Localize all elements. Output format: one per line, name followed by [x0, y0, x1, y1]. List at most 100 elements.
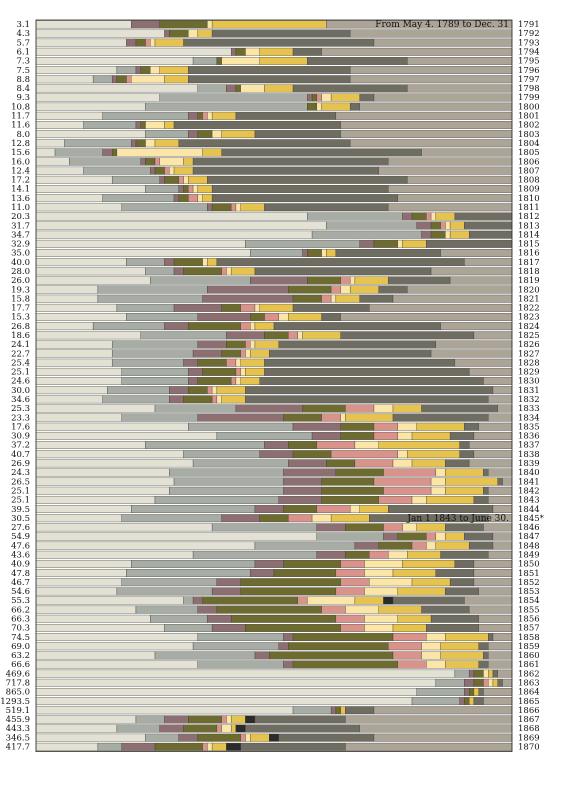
- bar-segment: [35, 294, 99, 303]
- bar-segment: [35, 468, 170, 477]
- row-year-label: 1864: [518, 688, 540, 698]
- bar-segment: [35, 130, 146, 139]
- bar-segment: [388, 550, 408, 559]
- bar-segment: [240, 733, 246, 742]
- bar-segment: [197, 605, 218, 614]
- bar-segment: [449, 276, 513, 285]
- bar-segment: [430, 267, 513, 276]
- bar-segment: [35, 605, 137, 614]
- bar-segment: [102, 111, 189, 120]
- bar-segment: [240, 203, 265, 212]
- bar-segment: [154, 742, 203, 751]
- bar-segment: [335, 111, 513, 120]
- bar-segment: [264, 203, 389, 212]
- row-value-label: 25.3: [11, 404, 30, 414]
- bar-segment: [449, 221, 465, 230]
- bar-segment: [211, 29, 351, 38]
- bar-segment: [383, 596, 394, 605]
- bar-segment: [307, 212, 403, 221]
- bar-segment: [35, 148, 56, 157]
- bar-segment: [421, 230, 432, 239]
- bar-segment: [264, 331, 289, 340]
- bar-segment: [378, 541, 413, 550]
- bar-segment: [468, 605, 513, 614]
- row-value-label: 8.8: [16, 75, 30, 85]
- bar-segment: [145, 733, 179, 742]
- bar-segment: [435, 340, 513, 349]
- bar-segment: [116, 587, 213, 596]
- bar-segment: [488, 550, 513, 559]
- bar-segment: [254, 559, 284, 568]
- bar-segment: [373, 38, 513, 47]
- bar-segment: [497, 669, 513, 678]
- bar-segment: [235, 47, 246, 56]
- bar-segment: [373, 477, 432, 486]
- bar-segment: [250, 733, 270, 742]
- bar-segment: [359, 724, 513, 733]
- bar-segment: [464, 221, 513, 230]
- bar-segment: [269, 349, 432, 358]
- row-value-label: 35.0: [11, 249, 30, 259]
- bar-segment: [378, 166, 513, 175]
- bar-segment: [354, 459, 394, 468]
- bar-segment: [345, 715, 513, 724]
- bar-segment: [164, 29, 170, 38]
- bar-segment: [464, 596, 513, 605]
- bar-segment: [316, 505, 351, 514]
- bar-segment: [35, 678, 437, 687]
- bar-segment: [197, 313, 251, 321]
- bar-segment: [340, 413, 346, 422]
- bar-segment: [345, 523, 384, 532]
- row-value-label: 47.6: [11, 541, 30, 551]
- row-value-label: 8.0: [16, 130, 30, 140]
- bar-segment: [35, 514, 122, 523]
- bar-segment: [388, 157, 513, 166]
- bar-segment: [340, 331, 475, 340]
- bar-segment: [335, 706, 341, 715]
- bar-segment: [468, 441, 513, 449]
- row-year-label: 1798: [518, 84, 540, 94]
- bar-segment: [202, 294, 294, 303]
- bar-segment: [35, 742, 99, 751]
- bar-segment: [288, 441, 318, 449]
- bar-segment: [35, 569, 127, 578]
- bar-segment: [440, 322, 513, 331]
- bar-segment: [35, 57, 194, 65]
- row-year-label: 1838: [518, 450, 540, 460]
- bar-segment: [411, 541, 427, 550]
- bar-segment: [197, 660, 284, 669]
- bar-segment: [35, 157, 70, 166]
- bar-segment: [202, 148, 222, 157]
- bar-segment: [164, 715, 189, 724]
- row-year-label: 1808: [518, 176, 540, 186]
- bar-segment: [459, 450, 475, 459]
- bar-segment: [445, 660, 479, 669]
- bar-segment: [107, 386, 170, 395]
- bar-segment: [259, 514, 289, 523]
- bar-segment: [426, 495, 475, 504]
- bar-segment: [378, 495, 413, 504]
- bar-segment: [245, 386, 494, 395]
- bar-segment: [402, 523, 417, 532]
- bar-segment: [121, 367, 189, 376]
- bar-segment: [340, 285, 351, 294]
- row-value-label: 31.7: [11, 221, 30, 231]
- bar-segment: [35, 313, 127, 321]
- row-year-label: 1868: [518, 724, 540, 734]
- bar-segment: [459, 441, 470, 449]
- bar-segment: [388, 642, 422, 651]
- bar-segment: [316, 93, 322, 102]
- bar-segment: [478, 688, 484, 696]
- row-year-label: 1834: [518, 413, 540, 423]
- bar-segment: [154, 38, 184, 47]
- bar-segment: [235, 203, 241, 212]
- bar-segment: [240, 367, 246, 376]
- bar-segment: [188, 367, 203, 376]
- row-year-label: 1810: [518, 194, 540, 204]
- row-value-label: 26.0: [11, 276, 30, 286]
- bar-segment: [221, 514, 260, 523]
- bar-segment: [35, 20, 132, 29]
- row-value-label: 17.6: [11, 422, 30, 432]
- bar-segment: [35, 358, 113, 367]
- bar-segment: [316, 532, 384, 541]
